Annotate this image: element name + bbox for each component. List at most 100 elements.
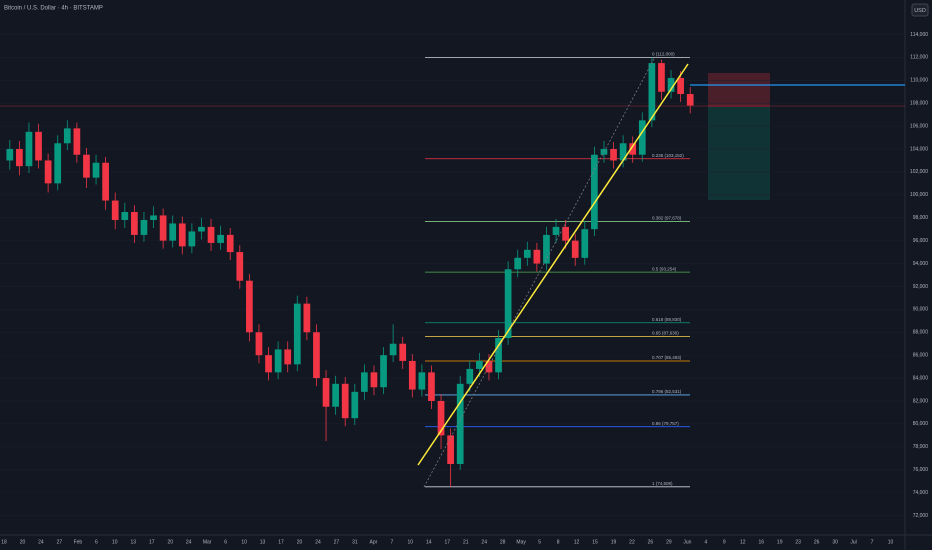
y-tick-label: 84,000 [913, 375, 929, 381]
candle-body [638, 120, 646, 155]
currency-label[interactable]: USD [914, 8, 926, 14]
x-tick-label: 17 [444, 539, 450, 545]
x-tick-label: 7 [390, 539, 393, 545]
candle-body [92, 162, 100, 178]
fib-label: 0.5 (93,254) [652, 266, 677, 271]
x-tick-label: 31 [352, 539, 358, 545]
fib-label: 0.786 (82,531) [652, 389, 682, 394]
y-tick-label: 72,000 [913, 513, 929, 519]
candle-body [658, 63, 665, 92]
candle-body [476, 360, 483, 369]
candle-body [169, 223, 177, 241]
x-tick-label: 9 [723, 539, 726, 545]
x-tick-label: 27 [57, 539, 63, 545]
candle-body [226, 234, 234, 253]
candle-body [466, 368, 474, 384]
y-tick-label: 94,000 [913, 261, 929, 267]
x-tick-label: 27 [334, 539, 340, 545]
candle-body [44, 160, 52, 184]
x-tick-label: 24 [481, 539, 487, 545]
candle-body [54, 143, 62, 184]
x-tick-label: 28 [500, 539, 506, 545]
candle-body [437, 401, 445, 436]
y-tick-label: 78,000 [913, 444, 929, 450]
candle-body [495, 338, 502, 373]
candle-body [533, 249, 541, 264]
candle-body [543, 234, 550, 264]
x-tick-label: 10 [241, 539, 247, 545]
candle-body [408, 360, 416, 390]
x-tick-label: 17 [278, 539, 284, 545]
candle-body [121, 212, 129, 221]
candle-body [380, 355, 387, 388]
candle-body [648, 63, 656, 121]
x-tick-label: 23 [795, 539, 801, 545]
candle-body [25, 131, 33, 167]
candle-body [207, 226, 215, 243]
candle-body [313, 332, 320, 379]
candle-body [361, 372, 368, 392]
x-tick-label: 18 [1, 539, 7, 545]
x-tick-label: 15 [592, 539, 598, 545]
x-tick-label: 12 [740, 539, 746, 545]
candle-body [514, 257, 522, 270]
y-tick-label: 88,000 [913, 330, 929, 336]
candle-body [150, 215, 157, 221]
y-tick-label: 98,000 [913, 215, 929, 221]
candle-body [629, 143, 637, 155]
candle-body [581, 229, 589, 258]
x-tick-label: 30 [832, 539, 838, 545]
candle-body [552, 226, 560, 235]
candle-body [610, 149, 617, 161]
x-tick-label: 22 [629, 539, 635, 545]
y-tick-label: 96,000 [913, 238, 929, 244]
y-tick-label: 74,000 [913, 490, 929, 496]
x-tick-label: 20 [20, 539, 26, 545]
fib-label: 0.65 (87,630) [652, 331, 679, 336]
x-tick-label: 21 [463, 539, 469, 545]
stop-zone [708, 73, 770, 107]
currency-button[interactable] [911, 3, 929, 17]
fib-label: 1 (74,508) [652, 481, 673, 486]
x-tick-label: 13 [131, 539, 137, 545]
candle-body [341, 383, 349, 419]
candle-body [178, 223, 186, 247]
candle-body [370, 372, 378, 388]
y-tick-label: 100,000 [910, 192, 928, 198]
x-tick-label: 8 [557, 539, 560, 545]
candle-body [265, 355, 272, 373]
x-tick-label: 17 [149, 539, 155, 545]
candle-body [83, 154, 90, 178]
y-tick-label: 82,000 [913, 398, 929, 404]
candle-body [159, 215, 167, 241]
target-zone [708, 107, 770, 200]
candle-body [389, 343, 397, 356]
x-tick-label: 7 [871, 539, 874, 545]
candle-body [236, 252, 244, 281]
x-tick-label: 4 [704, 539, 707, 545]
candle-body [418, 372, 426, 390]
chart-title: Bitcoin / U.S. Dollar · 4h · BITSTAMP [4, 6, 103, 12]
fib-label: 0.86 (79,757) [652, 421, 679, 426]
y-tick-label: 106,000 [910, 123, 928, 129]
fib-trend [423, 56, 656, 488]
y-tick-label: 76,000 [913, 467, 929, 473]
x-tick-label: 24 [315, 539, 321, 545]
x-tick-label: Mar [203, 539, 212, 545]
candle-body [303, 303, 311, 333]
y-tick-label: 90,000 [913, 307, 929, 313]
candle-body [428, 372, 435, 401]
candle-body [255, 332, 263, 356]
x-tick-label: Feb [74, 539, 83, 545]
fib-label: 0.382 (97,678) [652, 216, 682, 221]
x-tick-label: 6 [95, 539, 98, 545]
x-tick-label: 12 [574, 539, 580, 545]
x-tick-label: 5 [538, 539, 541, 545]
y-tick-label: 110,000 [910, 78, 928, 84]
fib-label: 0.707 (85,493) [652, 355, 682, 360]
fib-label: 0.618 (88,830) [652, 317, 682, 322]
candle-body [111, 200, 119, 221]
candle-body [571, 240, 579, 258]
x-tick-label: 10 [888, 539, 894, 545]
